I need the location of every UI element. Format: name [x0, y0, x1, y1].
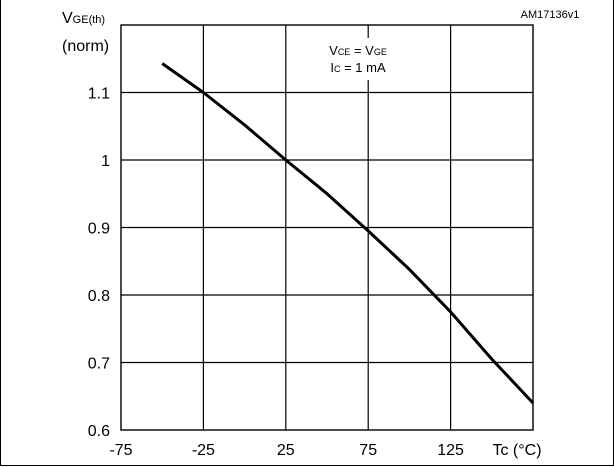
- x-tick-label: 125: [437, 442, 464, 459]
- x-tick-label: -25: [192, 442, 215, 459]
- x-tick-label: -75: [109, 442, 132, 459]
- y-tick-label: 0.8: [88, 288, 110, 305]
- x-tick-label: 75: [359, 442, 377, 459]
- y-tick-label: 1: [101, 153, 110, 170]
- grid: [121, 25, 533, 430]
- series-layer: [161, 62, 535, 405]
- tick-labels: -75 -25 25 75 125 0.6 0.7 0.8 0.9 1 1.1: [88, 86, 464, 460]
- y-tick-label: 0.6: [88, 423, 110, 440]
- y-tick-label: 1.1: [88, 86, 110, 103]
- y-axis-label-subscript: GE(th): [73, 14, 105, 26]
- series-line: [161, 62, 535, 405]
- annotation-background: [300, 38, 416, 80]
- y-tick-label: 0.9: [88, 221, 110, 238]
- annotation-line-2: IC = 1 mA: [330, 60, 386, 75]
- x-axis-label: Tc (°C): [492, 442, 541, 459]
- x-tick-label: 25: [277, 442, 295, 459]
- y-tick-label: 0.7: [88, 356, 110, 373]
- y-axis-label-unit: (norm): [62, 38, 109, 55]
- figure-id: AM17136v1: [521, 9, 580, 21]
- annotation-line-1: VCE = VGE: [329, 43, 387, 58]
- plot-area: [120, 24, 534, 431]
- y-axis-label: VGE(th): [62, 10, 105, 27]
